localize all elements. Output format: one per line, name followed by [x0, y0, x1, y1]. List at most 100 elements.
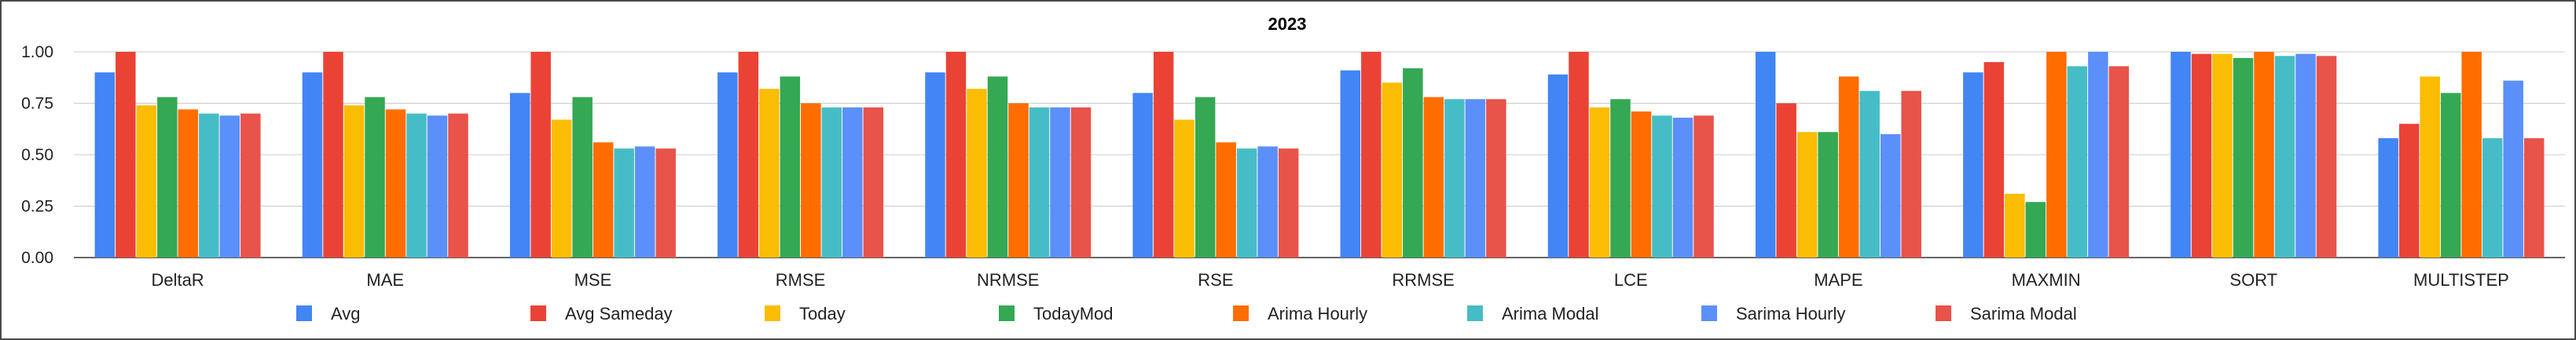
- bar-arima-hourly-multistep: [2461, 52, 2482, 258]
- bar-arima-modal-rrmse: [1444, 99, 1465, 258]
- x-category-label: DeltaR: [151, 270, 204, 290]
- bar-sarima-modal-rse: [1278, 148, 1299, 258]
- bar-sarima-modal-nrmse: [1070, 107, 1092, 258]
- y-tick-label: 0.50: [21, 146, 53, 164]
- bar-arima-hourly-mae: [385, 109, 406, 258]
- bar-arima-modal-rse: [1236, 148, 1257, 258]
- bar-arima-hourly-mape: [1838, 76, 1859, 258]
- y-tick-label: 0.25: [21, 198, 53, 216]
- bar-sarima-hourly-multistep: [2503, 80, 2523, 258]
- bar-arima-modal-nrmse: [1029, 107, 1050, 258]
- bar-today-nrmse: [967, 89, 987, 258]
- bar-avg-sort: [2171, 52, 2191, 258]
- bar-todaymod-lce: [1610, 99, 1631, 258]
- legend-label-sarima-modal: Sarima Modal: [1970, 304, 2077, 324]
- bar-avg-multistep: [2378, 138, 2398, 258]
- bars: [94, 52, 2545, 258]
- bar-todaymod-multistep: [2440, 93, 2461, 258]
- legend-label-sarima-hourly: Sarima Hourly: [1736, 304, 1845, 324]
- bar-sarima-hourly-rmse: [842, 107, 863, 258]
- bar-arima-modal-multistep: [2482, 138, 2503, 258]
- bar-avg-mae: [302, 72, 323, 258]
- bar-today-mae: [343, 105, 365, 258]
- bar-avg-mse: [509, 93, 530, 258]
- x-category-label: MAE: [366, 270, 404, 290]
- bar-sarima-hourly-mae: [427, 115, 448, 258]
- bar-arima-hourly-mse: [593, 142, 614, 258]
- bar-arima-modal-rmse: [821, 107, 842, 258]
- bar-avg-sameday-multistep: [2398, 123, 2420, 258]
- bar-sarima-hourly-lce: [1672, 117, 1693, 258]
- bar-sarima-modal-multistep: [2523, 138, 2545, 258]
- y-tick-label: 0.00: [21, 249, 53, 267]
- bar-today-sort: [2212, 53, 2233, 258]
- bar-todaymod-rrmse: [1403, 68, 1423, 258]
- legend-label-today: Today: [799, 304, 846, 324]
- bar-sarima-hourly-mse: [634, 146, 655, 258]
- bar-avg-rse: [1132, 93, 1153, 258]
- bar-arima-modal-lce: [1652, 115, 1672, 258]
- legend-swatch-todaymod: [999, 305, 1015, 321]
- legend-label-todaymod: TodayMod: [1033, 304, 1114, 324]
- bar-avg-deltar: [94, 72, 116, 258]
- legend-swatch-avg: [296, 305, 312, 321]
- x-category-label: RSE: [1198, 270, 1233, 290]
- bar-today-rrmse: [1382, 82, 1403, 258]
- bar-arima-modal-sort: [2274, 56, 2295, 258]
- legend-label-arima-modal: Arima Modal: [1502, 304, 1598, 324]
- bar-arima-hourly-nrmse: [1008, 103, 1029, 258]
- bar-sarima-hourly-deltar: [219, 115, 240, 258]
- legend-swatch-sarima-modal: [1936, 305, 1951, 321]
- bar-avg-sameday-lce: [1569, 52, 1589, 258]
- bar-todaymod-deltar: [157, 97, 178, 258]
- bar-todaymod-mape: [1818, 132, 1838, 258]
- bar-sarima-hourly-rse: [1257, 146, 1278, 258]
- bar-todaymod-sort: [2233, 57, 2254, 258]
- bar-todaymod-rmse: [780, 76, 801, 258]
- bar-today-maxmin: [2005, 193, 2025, 258]
- bar-arima-hourly-deltar: [178, 109, 199, 258]
- bar-sarima-hourly-nrmse: [1050, 107, 1070, 258]
- bar-avg-sameday-maxmin: [1983, 62, 2005, 258]
- bar-avg-sameday-deltar: [116, 52, 136, 258]
- legend-label-avg: Avg: [331, 304, 361, 324]
- bar-sarima-hourly-sort: [2295, 53, 2316, 258]
- bar-today-rmse: [759, 89, 780, 258]
- x-category-label: LCE: [1614, 270, 1648, 290]
- bar-today-multistep: [2420, 76, 2440, 258]
- x-category-label: MAPE: [1814, 270, 1862, 290]
- bar-avg-sameday-mse: [530, 52, 551, 258]
- bar-sarima-modal-sort: [2316, 56, 2337, 258]
- bar-avg-sameday-rse: [1153, 52, 1174, 258]
- x-category-label: RRMSE: [1392, 270, 1454, 290]
- bar-arima-hourly-lce: [1631, 111, 1652, 258]
- bar-sarima-hourly-maxmin: [2088, 52, 2108, 258]
- bar-avg-sameday-rmse: [738, 52, 759, 258]
- bar-arima-modal-deltar: [199, 113, 219, 258]
- legend: Avg Avg Sameday Today TodayMod Arima Hourly A…: [296, 304, 2077, 324]
- bar-sarima-modal-maxmin: [2108, 66, 2130, 258]
- bar-arima-hourly-sort: [2254, 52, 2274, 258]
- bar-arima-modal-maxmin: [2067, 66, 2088, 258]
- legend-label-arima-hourly: Arima Hourly: [1268, 304, 1367, 324]
- bar-sarima-modal-rmse: [863, 107, 884, 258]
- chart-title: 2023: [1268, 14, 1307, 34]
- bar-arima-hourly-maxmin: [2046, 52, 2067, 258]
- y-axis-ticks: 0.00 0.25 0.50 0.75 1.00: [21, 43, 53, 267]
- bar-today-lce: [1589, 107, 1610, 258]
- bar-sarima-modal-mape: [1901, 90, 1921, 258]
- bar-avg-sameday-rrmse: [1361, 52, 1382, 258]
- x-category-label: MULTISTEP: [2413, 270, 2509, 290]
- bar-avg-sameday-sort: [2191, 53, 2212, 258]
- bar-arima-modal-mae: [406, 113, 427, 258]
- y-tick-label: 1.00: [21, 43, 53, 61]
- legend-swatch-arima-modal: [1467, 305, 1483, 321]
- x-category-label: MSE: [574, 270, 612, 290]
- legend-swatch-sarima-hourly: [1701, 305, 1717, 321]
- x-category-label: NRMSE: [977, 270, 1039, 290]
- bar-arima-modal-mape: [1859, 90, 1880, 258]
- legend-swatch-today: [765, 305, 780, 321]
- bar-avg-nrmse: [925, 72, 945, 258]
